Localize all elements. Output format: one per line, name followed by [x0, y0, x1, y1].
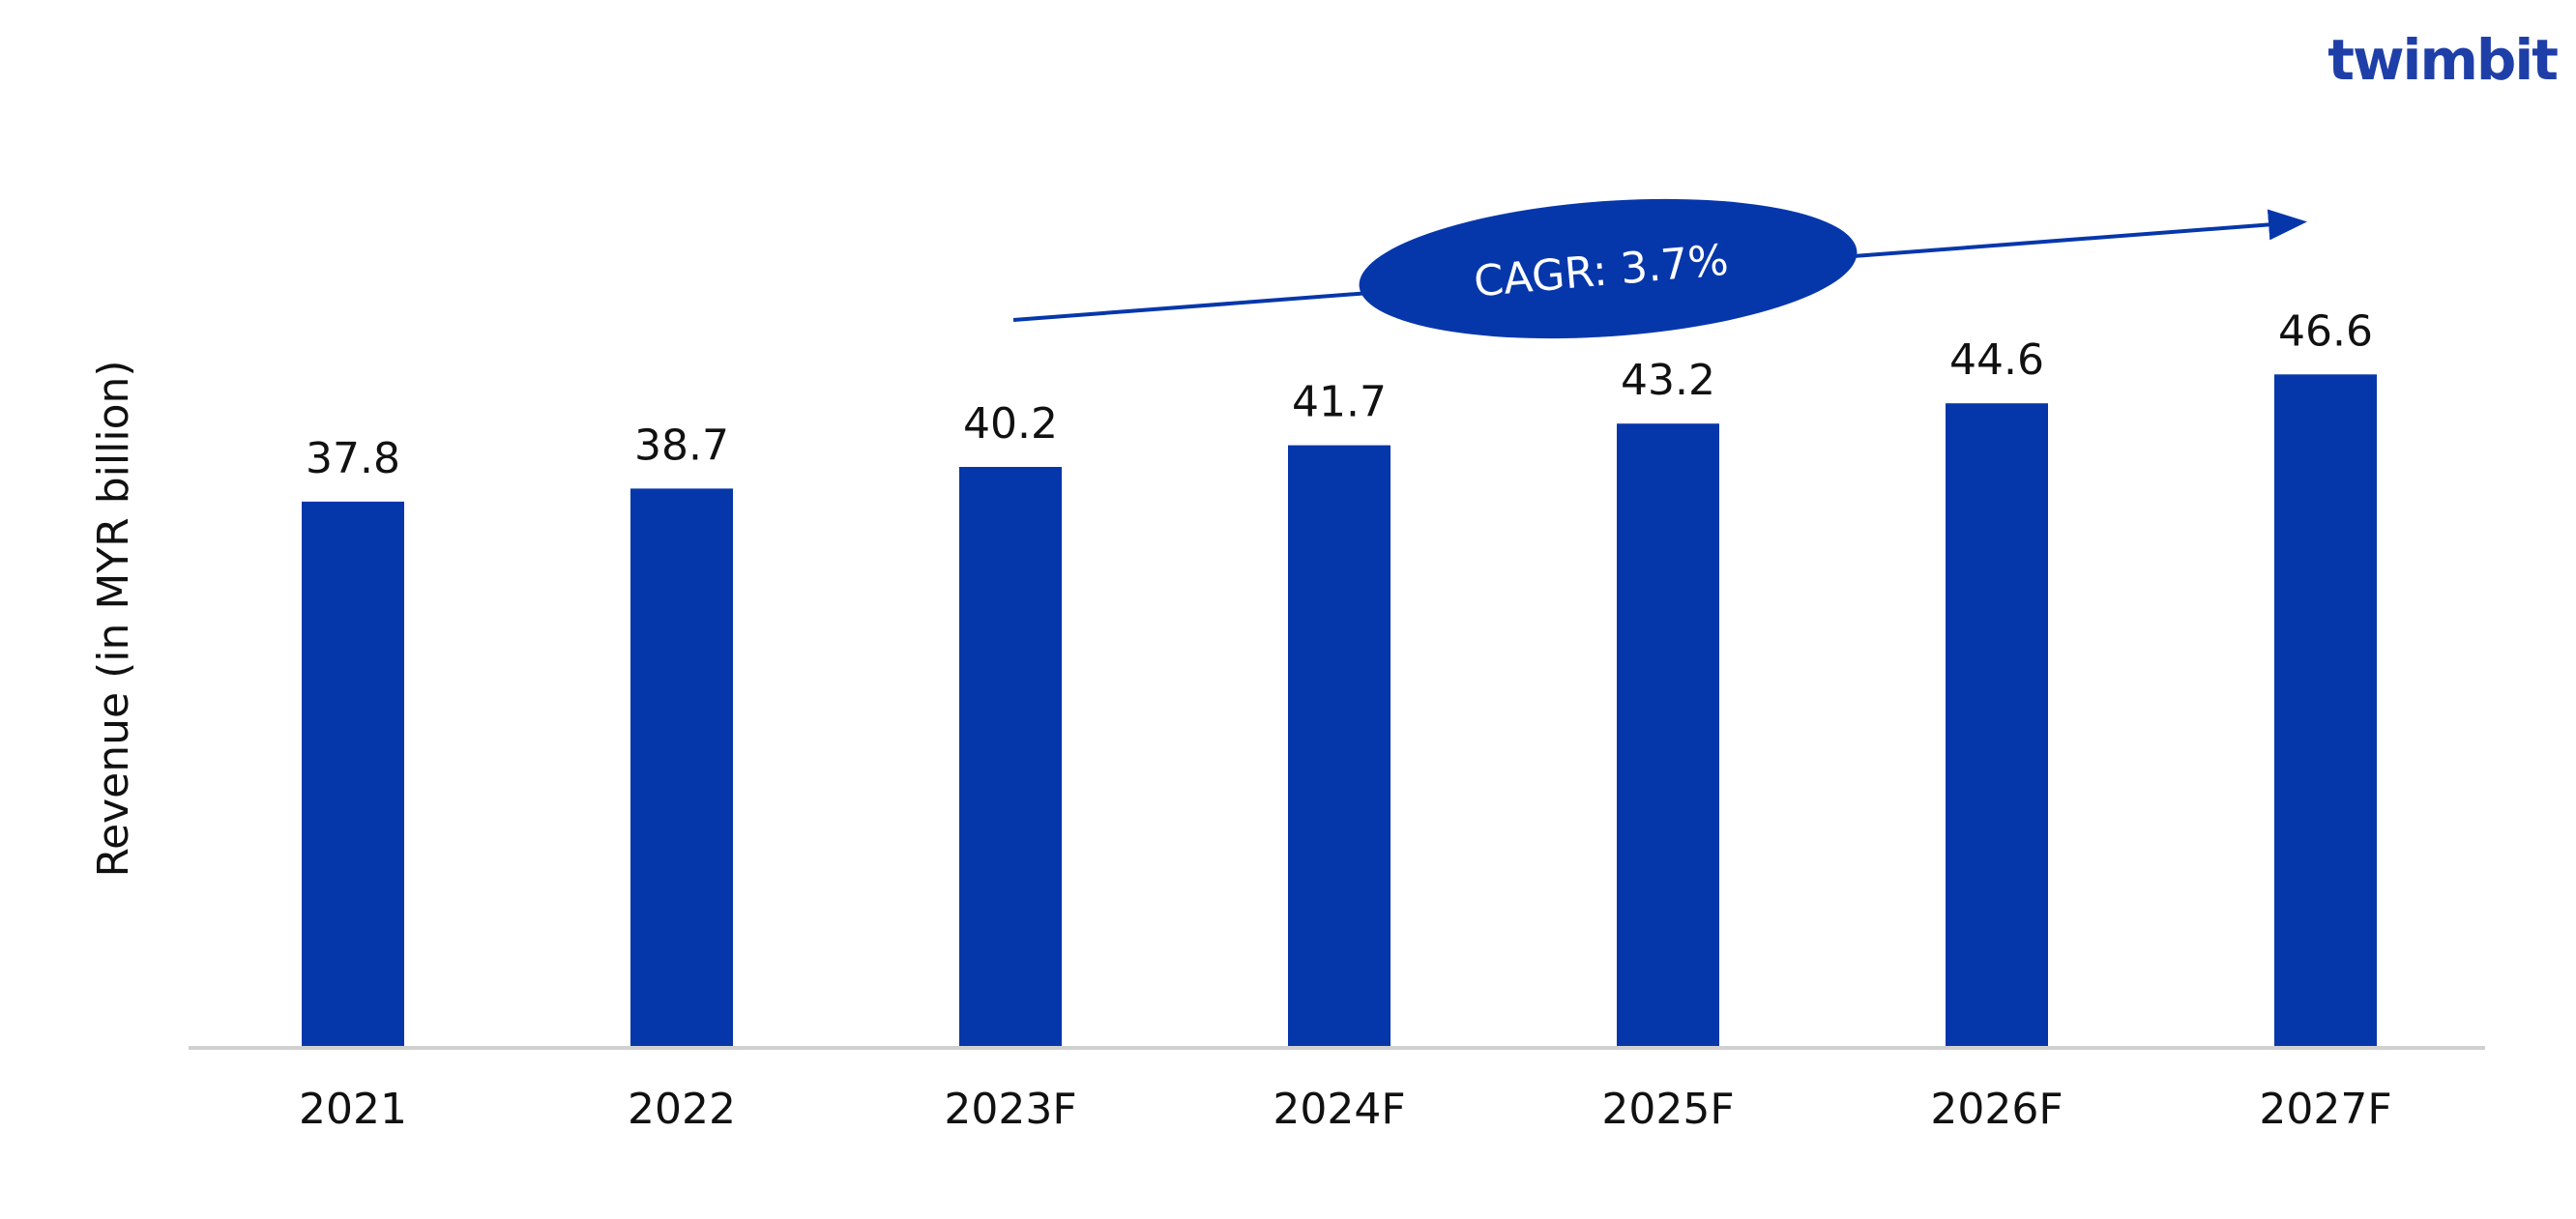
cagr-annotation: CAGR: 3.7% — [1012, 198, 2307, 339]
data-label-2024F: 41.7 — [1292, 378, 1387, 427]
category-labels-layer: 2021 2022 2023F 2024F 2025F 2026F 2027F — [299, 1085, 2392, 1134]
bar-2023F — [959, 467, 1062, 1048]
bar-2027F — [2274, 374, 2377, 1048]
value-labels-layer: 37.8 38.7 40.2 41.7 43.2 44.6 46.6 — [306, 306, 2373, 483]
bar-2022 — [630, 488, 733, 1048]
twimbit-logo: twimbit — [2327, 27, 2559, 93]
x-tick-label-2027F: 2027F — [2259, 1085, 2391, 1134]
data-label-2025F: 43.2 — [1621, 356, 1715, 405]
x-tick-label-2021: 2021 — [299, 1085, 407, 1134]
x-tick-label-2024F: 2024F — [1273, 1085, 1405, 1134]
data-label-2027F: 46.6 — [2278, 306, 2373, 356]
data-label-2021: 37.8 — [306, 434, 400, 483]
x-tick-label-2025F: 2025F — [1601, 1085, 1734, 1134]
x-tick-label-2023F: 2023F — [944, 1085, 1076, 1134]
x-tick-label-2026F: 2026F — [1930, 1085, 2063, 1134]
data-label-2023F: 40.2 — [963, 399, 1058, 449]
data-label-2022: 38.7 — [634, 421, 729, 470]
bar-2024F — [1288, 445, 1390, 1049]
x-tick-label-2022: 2022 — [628, 1085, 736, 1134]
bar-2026F — [1946, 403, 2048, 1048]
bars-layer — [302, 374, 2377, 1049]
data-label-2026F: 44.6 — [1949, 335, 2044, 385]
cagr-ellipse — [1359, 198, 1858, 339]
bar-2021 — [302, 501, 404, 1048]
y-axis-label: Revenue (in MYR billion) — [89, 360, 138, 877]
bar-2025F — [1617, 423, 1719, 1048]
